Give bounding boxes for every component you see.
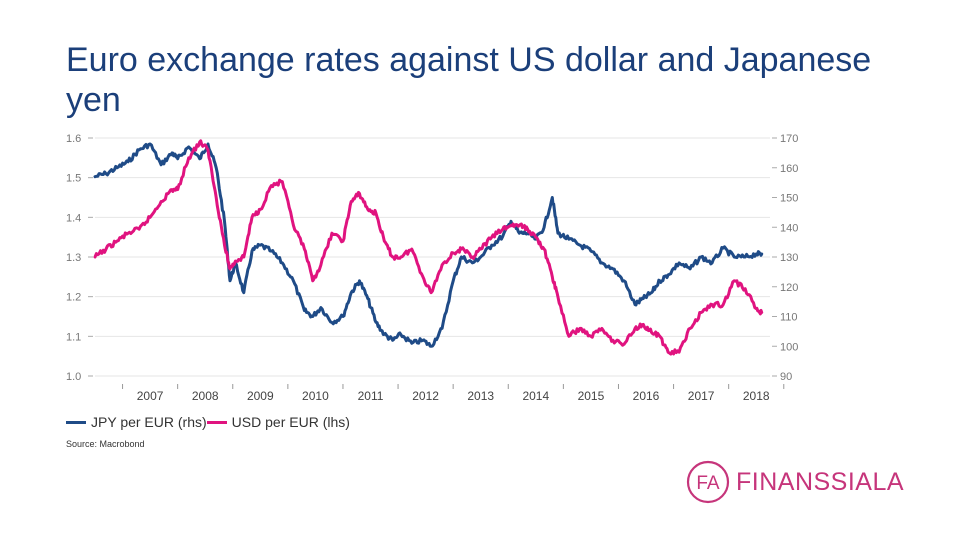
x-tick-label: 2009 — [247, 389, 274, 403]
legend-item-usd: USD per EUR (lhs) — [206, 414, 350, 430]
series-line-usd — [93, 139, 764, 356]
legend: JPY per EUR (rhs) USD per EUR (lhs) — [66, 412, 350, 432]
x-tick-label: 2015 — [578, 389, 605, 403]
series-line-jpy — [93, 142, 764, 348]
right-tick-label: 100 — [780, 341, 798, 353]
gridlines — [95, 137, 770, 377]
x-tick-label: 2007 — [137, 389, 164, 403]
x-tick-label: 2012 — [412, 389, 439, 403]
left-tick-label: 1.5 — [66, 173, 81, 185]
right-tick-label: 90 — [780, 371, 792, 383]
legend-label-usd: USD per EUR (lhs) — [231, 414, 350, 430]
left-tick-label: 1.0 — [66, 371, 81, 383]
x-axis: 2007 2008 2009 2010 2011 2012 2013 2014 2015 2016… — [122, 384, 785, 403]
right-tick-label: 150 — [780, 193, 798, 205]
logo-letters: FA — [696, 473, 720, 494]
legend-item-jpy: JPY per EUR (rhs) — [66, 414, 207, 430]
left-tick-label: 1.3 — [66, 252, 81, 264]
left-axis: 1.0 1.1 1.2 1.3 1.4 1.5 1.6 — [66, 133, 93, 383]
right-tick-label: 170 — [780, 133, 798, 145]
source-note: Source: Macrobond — [66, 439, 145, 449]
finanssiala-logo: FA FINANSSIALA — [686, 460, 904, 504]
x-tick-label: 2018 — [743, 389, 770, 403]
legend-swatch-usd — [206, 420, 227, 424]
x-tick-label: 2017 — [688, 389, 715, 403]
left-tick-label: 1.2 — [66, 292, 81, 304]
right-tick-label: 160 — [780, 163, 798, 175]
left-tick-label: 1.1 — [66, 331, 81, 343]
right-axis: 90 100 110 120 130 140 150 160 170 — [772, 133, 798, 383]
right-tick-label: 130 — [780, 252, 798, 264]
right-tick-label: 140 — [780, 222, 798, 234]
x-tick-label: 2010 — [302, 389, 329, 403]
legend-label-jpy: JPY per EUR (rhs) — [91, 414, 207, 430]
slide-title: Euro exchange rates against US dollar an… — [66, 41, 872, 119]
x-tick-label: 2013 — [467, 389, 494, 403]
finanssiala-logo-icon: FA — [686, 460, 730, 504]
x-tick-label: 2016 — [633, 389, 660, 403]
x-tick-label: 2008 — [192, 389, 219, 403]
legend-swatch-jpy — [66, 420, 86, 424]
left-tick-label: 1.6 — [66, 133, 81, 145]
left-tick-label: 1.4 — [66, 212, 81, 224]
x-tick-label: 2011 — [358, 389, 384, 403]
logo-wordmark: FINANSSIALA — [736, 467, 905, 496]
right-tick-label: 120 — [780, 282, 798, 294]
x-tick-label: 2014 — [522, 389, 549, 403]
right-tick-label: 110 — [780, 312, 798, 324]
series-lines — [93, 139, 764, 356]
